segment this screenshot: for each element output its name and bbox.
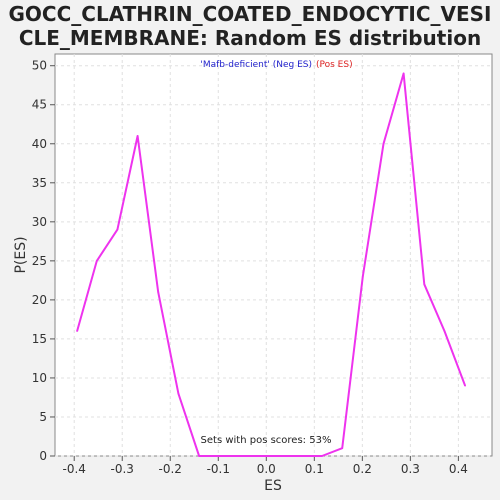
data-point (239, 455, 241, 457)
legend-pos-es: (Pos ES) (316, 60, 353, 70)
grid (55, 54, 492, 457)
y-tick-label: 30 (32, 215, 47, 229)
plot-area (54, 53, 493, 457)
y-tick-label: 50 (32, 59, 47, 73)
x-axis-label: ES (264, 478, 282, 494)
data-point (443, 330, 446, 332)
data-point (198, 455, 200, 457)
legend: 'Mafb-deficient' (Neg ES) (Pos ES) (200, 60, 352, 70)
y-tick-label: 10 (32, 371, 47, 385)
y-tick-label: 40 (32, 137, 47, 151)
legend-neg-es: 'Mafb-deficient' (Neg ES) (200, 60, 312, 70)
data-point (423, 283, 426, 286)
y-tick-label: 5 (39, 410, 47, 424)
x-tick-label: 0.2 (353, 462, 372, 476)
data-point (218, 455, 221, 457)
data-point (95, 260, 98, 262)
series-layer (76, 72, 467, 457)
data-point (402, 72, 405, 75)
axis-ticks: -0.4 -0.3 -0.2 -0.1 0.0 0.1 0.2 0.3 0.4 0 5 10 15 20 2… (32, 59, 468, 476)
data-point (157, 291, 160, 293)
data-point (382, 142, 385, 145)
data-point (464, 384, 466, 387)
data-point (259, 455, 262, 457)
y-tick-label: 45 (32, 98, 47, 112)
data-point (177, 392, 180, 395)
y-tick-label: 35 (32, 176, 47, 190)
series-line (76, 72, 467, 457)
data-point (279, 455, 282, 457)
y-axis-label: P(ES) (13, 236, 29, 273)
pos-scores-annotation: Sets with pos scores: 53% (201, 435, 332, 446)
data-point (341, 447, 343, 449)
data-point (321, 455, 323, 457)
y-tick-label: 25 (32, 254, 47, 268)
data-point (76, 330, 78, 332)
data-point (136, 135, 139, 137)
data-point (300, 455, 303, 457)
chart-title: GOCC_CLATHRIN_COATED_ENDOCYTIC_VESI CLE_… (8, 2, 492, 50)
x-tick-label: -0.2 (159, 462, 182, 476)
x-tick-label: 0.4 (449, 462, 468, 476)
x-tick-label: 0.0 (257, 462, 276, 476)
y-tick-label: 20 (32, 293, 47, 307)
x-tick-label: 0.3 (401, 462, 420, 476)
x-tick-label: -0.4 (62, 462, 85, 476)
y-tick-label: 0 (39, 449, 47, 463)
data-point (362, 275, 364, 278)
x-tick-label: 0.1 (305, 462, 324, 476)
x-tick-label: -0.1 (207, 462, 230, 476)
y-tick-label: 15 (32, 332, 47, 346)
data-point (116, 228, 119, 231)
x-tick-label: -0.3 (111, 462, 134, 476)
